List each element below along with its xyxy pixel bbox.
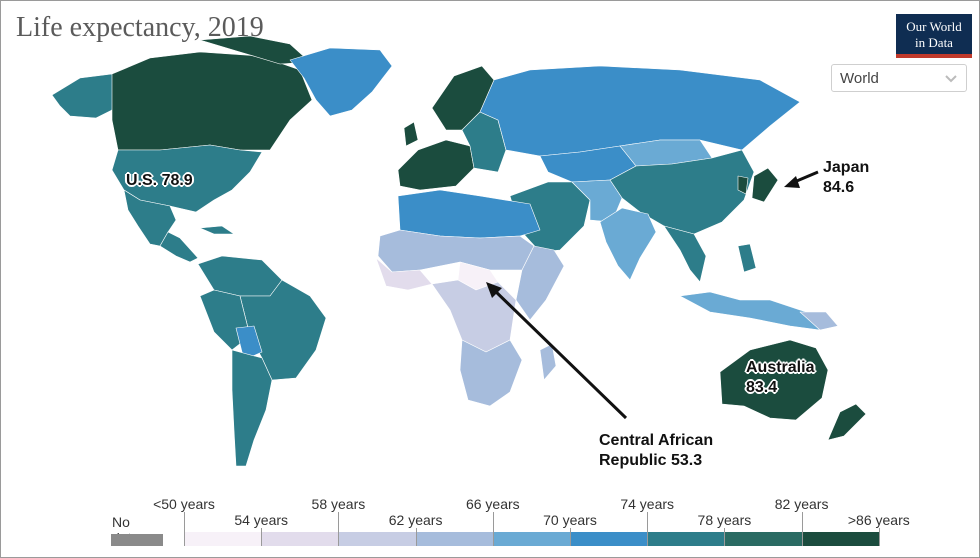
region-select-value: World	[840, 69, 879, 87]
callout-japan-line1: Japan	[823, 159, 870, 176]
country-southern-africa[interactable]	[459, 339, 523, 407]
legend-swatch[interactable]	[261, 532, 339, 546]
country-southeast-asia[interactable]	[663, 225, 707, 283]
arrowhead-japan	[784, 176, 800, 188]
legend-label-bottom: 54 years	[234, 512, 289, 528]
callout-car-line2: Republic 53.3	[599, 452, 703, 469]
country-indonesia[interactable]	[679, 291, 827, 331]
legend-tick	[492, 512, 494, 546]
legend-swatch[interactable]	[492, 532, 570, 546]
country-papua-new-guinea[interactable]	[799, 311, 839, 331]
arrowhead-car	[486, 282, 502, 298]
legend-label-bottom: >86 years	[847, 512, 910, 528]
legend-swatch[interactable]	[184, 532, 262, 546]
legend-label-top: 58 years	[311, 496, 366, 512]
legend-tick	[184, 512, 185, 546]
country-greenland[interactable]	[289, 47, 393, 117]
legend-label-top: 66 years	[465, 496, 520, 512]
chart-title: Life expectancy, 2019	[16, 12, 264, 43]
legend-tick	[724, 528, 726, 546]
country-colombia-venezuela[interactable]	[197, 255, 283, 297]
legend-tick	[570, 528, 571, 546]
legend-label-top: 74 years	[620, 496, 675, 512]
legend-tick	[647, 512, 649, 546]
legend-swatch[interactable]	[338, 532, 416, 546]
legend-swatch[interactable]	[647, 532, 725, 546]
legend-label-top: 82 years	[774, 496, 829, 512]
callout-car-line1: Central African	[599, 432, 714, 449]
country-uk[interactable]	[403, 121, 419, 147]
country-central-africa[interactable]	[431, 279, 517, 353]
legend-label-bottom: 70 years	[543, 512, 597, 528]
callout-car: Central African Republic 53.3	[599, 431, 713, 471]
callout-us: U.S. 78.9	[126, 171, 193, 191]
owid-logo[interactable]: Our World in Data	[896, 14, 972, 58]
callout-australia: Australia 83.4	[746, 358, 814, 398]
country-russia[interactable]	[479, 65, 801, 157]
legend-tick	[261, 528, 263, 546]
country-australia[interactable]	[719, 339, 829, 421]
legend-swatch[interactable]	[570, 532, 648, 546]
country-alaska[interactable]	[51, 73, 119, 119]
callout-arrow-car	[490, 286, 628, 420]
region-select[interactable]: World	[831, 64, 967, 92]
callout-japan: Japan 84.6	[823, 158, 869, 198]
legend-tick	[878, 528, 880, 546]
country-madagascar[interactable]	[539, 343, 557, 381]
legend-tick	[415, 528, 417, 546]
legend-tick	[801, 512, 803, 546]
callout-australia-line2: 83.4	[746, 379, 778, 396]
legend-tick	[338, 512, 340, 546]
logo-line-1: Our World	[906, 19, 962, 34]
country-argentina-chile[interactable]	[231, 349, 273, 467]
country-japan[interactable]	[751, 167, 779, 203]
legend-label-bottom: 78 years	[697, 512, 752, 528]
legend-swatch[interactable]	[801, 532, 879, 546]
country-philippines[interactable]	[737, 243, 757, 273]
country-east-africa[interactable]	[515, 245, 565, 321]
country-middle-east[interactable]	[509, 181, 591, 253]
country-canada[interactable]	[111, 51, 313, 151]
country-korea[interactable]	[737, 175, 749, 195]
chevron-down-icon	[945, 75, 957, 83]
country-western-europe[interactable]	[397, 139, 475, 191]
country-central-america[interactable]	[159, 231, 199, 263]
legend-label-top: <50 years	[153, 496, 215, 512]
legend-no-data-swatch	[111, 534, 163, 546]
country-india[interactable]	[599, 207, 657, 281]
legend-swatch[interactable]	[724, 532, 802, 546]
country-cuba[interactable]	[199, 225, 235, 235]
callout-us-text: U.S. 78.9	[126, 172, 193, 189]
logo-line-2: in Data	[915, 35, 953, 50]
callout-japan-line2: 84.6	[823, 179, 855, 196]
country-new-zealand[interactable]	[827, 403, 867, 441]
callout-australia-line1: Australia	[746, 359, 815, 376]
legend-swatch[interactable]	[415, 532, 493, 546]
country-bolivia[interactable]	[235, 325, 263, 361]
legend-label-bottom: 62 years	[388, 512, 443, 528]
